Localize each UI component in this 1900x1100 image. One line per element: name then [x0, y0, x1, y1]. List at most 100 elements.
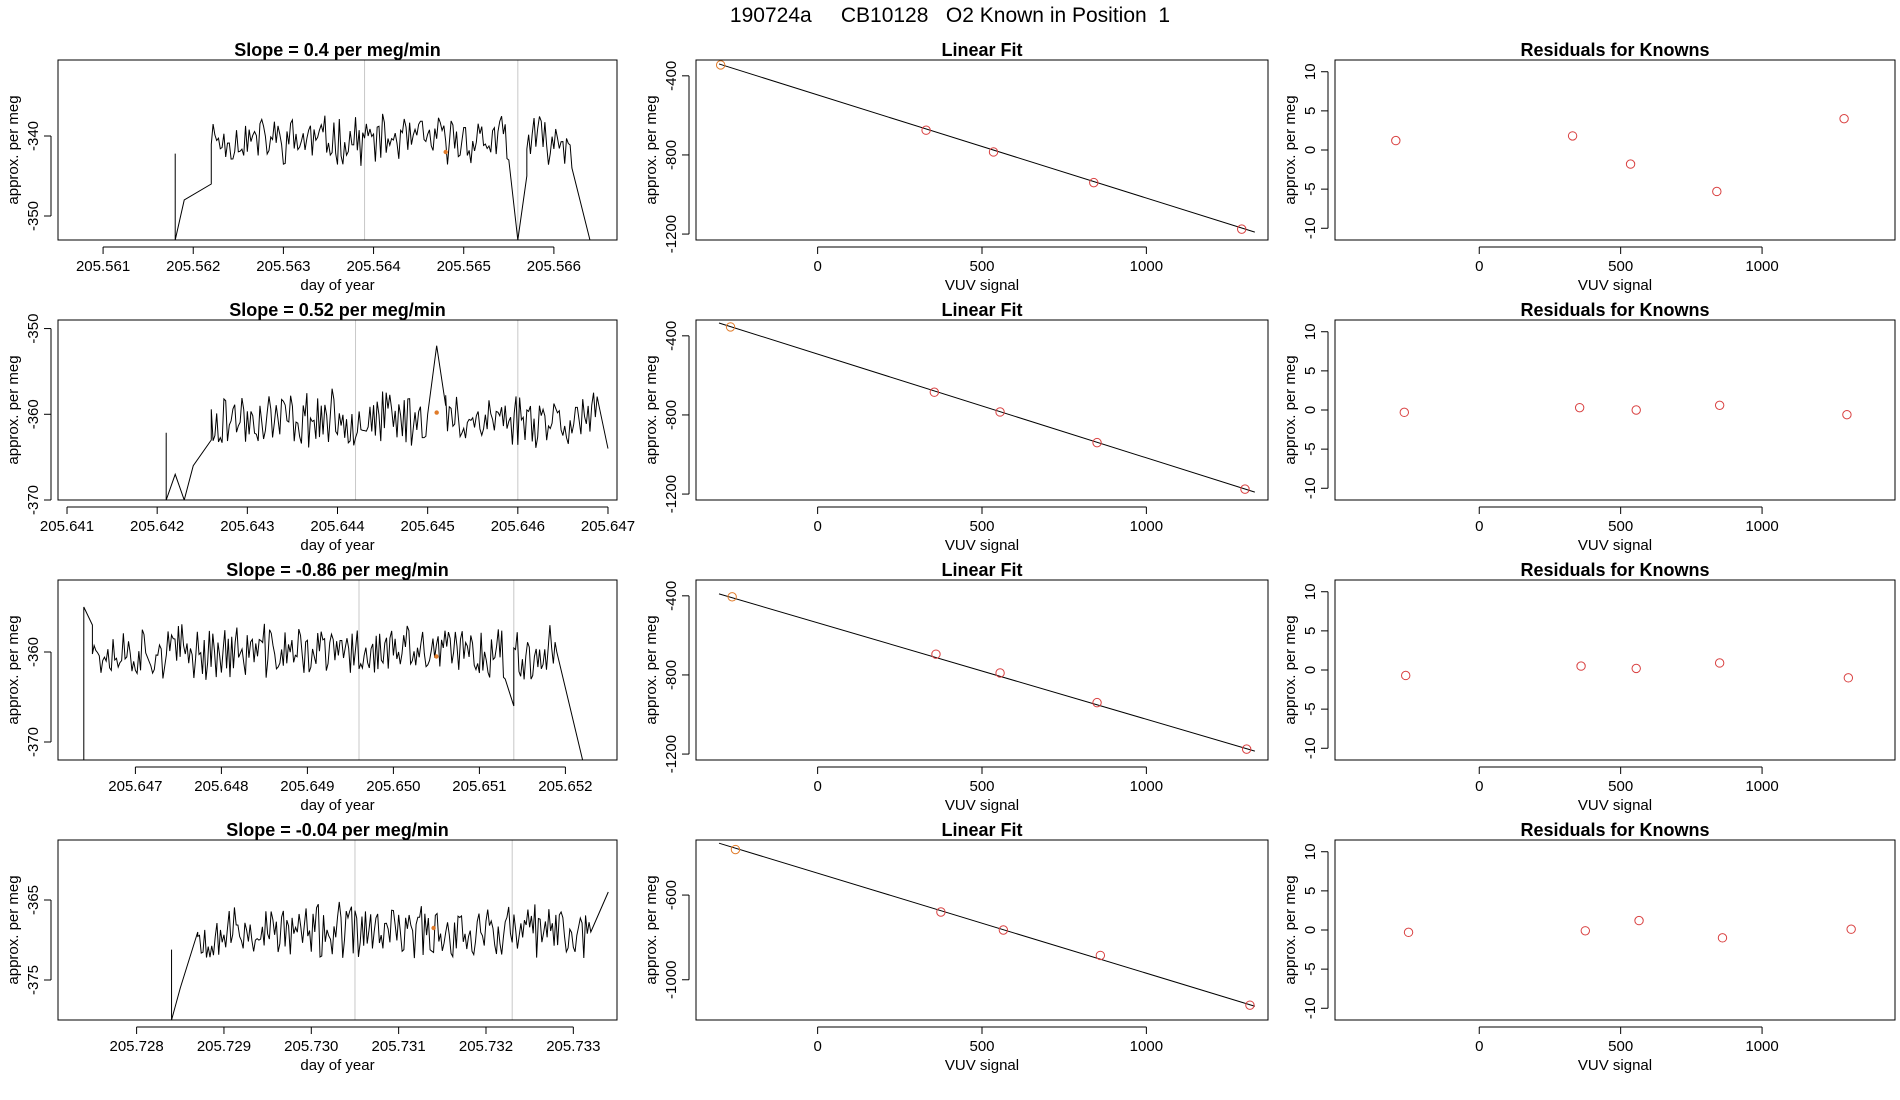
x-tick-label: 205.563	[256, 258, 310, 275]
x-axis-title: day of year	[300, 537, 374, 554]
y-tick-label: -370	[25, 727, 42, 757]
fit-data-point	[1095, 950, 1106, 961]
y-tick-label: -5	[1302, 442, 1319, 455]
residual-point	[1714, 658, 1725, 668]
y-tick-label: -1200	[663, 735, 680, 773]
fit-data-point	[921, 125, 931, 135]
fit-data-point	[1240, 484, 1250, 494]
y-tick-label: -800	[663, 400, 680, 430]
y-axis-title: approx. per meg	[643, 615, 660, 724]
panel-title: Residuals for Knowns	[1520, 40, 1709, 60]
y-axis-title: approx. per meg	[643, 95, 660, 204]
plot-frame	[57, 59, 618, 241]
x-tick-label: 205.564	[346, 258, 400, 275]
plot-residuals-row-3: 0 500 1000 -10 -5 0 5 10 VUV signal approx. per m…	[1282, 560, 1896, 814]
residual-point	[1717, 933, 1728, 943]
fit-line	[718, 63, 1256, 233]
y-tick-label: -400	[663, 581, 680, 611]
x-tick-label: 205.565	[437, 258, 491, 275]
plot-frame	[695, 319, 1269, 501]
x-tick-label: 0	[813, 778, 821, 795]
fit-data-point	[1237, 224, 1247, 234]
panel-title: Linear Fit	[941, 560, 1022, 580]
fit-data-point	[730, 844, 741, 855]
y-tick-label: -5	[1302, 182, 1319, 195]
plot-fit-row-4: 0 500 1000 -1000 -600 VUV signal approx. per m…	[643, 820, 1269, 1074]
plot-fit-row-1: 0 500 1000 -1200 -800 -400 VUV signal approx. p…	[643, 40, 1269, 294]
x-tick-label: 205.728	[109, 1038, 163, 1055]
x-axis-title: VUV signal	[1578, 277, 1652, 294]
residual-point	[1574, 402, 1585, 413]
y-tick-label: -400	[663, 321, 680, 351]
x-axis-title: day of year	[300, 277, 374, 294]
y-tick-label: -600	[663, 880, 680, 910]
x-tick-label: 205.732	[459, 1038, 513, 1055]
x-tick-label: 500	[969, 258, 994, 275]
x-tick-label: 205.729	[197, 1038, 251, 1055]
y-tick-label: -400	[663, 61, 680, 91]
y-tick-label: 5	[1302, 107, 1319, 115]
x-tick-label: 500	[1608, 518, 1633, 535]
fit-data-point	[1092, 437, 1102, 448]
x-tick-label: 205.649	[280, 778, 334, 795]
plot-frame	[695, 59, 1269, 241]
x-tick-label: 205.643	[220, 518, 274, 535]
selected-point-marker	[431, 925, 436, 931]
y-tick-label: 0	[1302, 666, 1319, 674]
x-tick-label: 0	[1475, 1038, 1483, 1055]
x-tick-label: 1000	[1130, 1038, 1163, 1055]
y-axis-title: approx. per meg	[1282, 95, 1299, 204]
residual-point	[1714, 400, 1725, 411]
x-tick-label: 0	[813, 258, 821, 275]
x-axis-title: VUV signal	[1578, 1057, 1652, 1074]
residual-point	[1399, 407, 1409, 418]
y-tick-label: -360	[25, 637, 42, 667]
y-tick-label: -10	[1302, 737, 1319, 759]
residual-point	[1625, 159, 1636, 169]
x-tick-label: 1000	[1130, 258, 1163, 275]
y-tick-label: 0	[1302, 926, 1319, 934]
plot-timeseries-row-4: 205.728 205.729 205.730 205.731 205.732 205.7…	[5, 820, 618, 1074]
y-axis-title: approx. per meg	[643, 875, 660, 984]
x-tick-label: 500	[1608, 1038, 1633, 1055]
residual-point	[1567, 131, 1578, 141]
panel-title: Slope = -0.86 per meg/min	[226, 560, 449, 580]
fit-data-point	[995, 407, 1005, 417]
y-tick-label: 10	[1302, 323, 1319, 340]
residual-point	[1391, 135, 1401, 146]
time-series-line	[116, 113, 591, 240]
plot-timeseries-row-3: 205.647 205.648 205.649 205.650 205.651 205.6…	[5, 560, 618, 814]
y-tick-label: -10	[1302, 997, 1319, 1019]
y-tick-label: -370	[25, 485, 42, 515]
y-axis-title: approx. per meg	[5, 615, 22, 724]
selected-point-marker	[443, 149, 448, 155]
fit-data-point	[1245, 1000, 1255, 1010]
y-tick-label: 10	[1302, 843, 1319, 860]
x-tick-label: 0	[1475, 518, 1483, 535]
fit-data-point	[727, 592, 737, 602]
residual-point	[1842, 409, 1852, 420]
y-axis-title: approx. per meg	[1282, 875, 1299, 984]
x-tick-label: 205.733	[546, 1038, 600, 1055]
time-series-line	[70, 606, 584, 760]
x-tick-label: 500	[1608, 258, 1633, 275]
plot-frame	[57, 579, 618, 761]
plot-timeseries-row-2: 205.641 205.642 205.643 205.644 205.645 205.6…	[5, 300, 635, 554]
x-tick-label: 0	[1475, 778, 1483, 795]
residual-point	[1634, 915, 1644, 926]
fit-line	[718, 842, 1255, 1007]
plot-residuals-row-1: 0 500 1000 -10 -5 0 5 10 VUV signal approx. per m…	[1282, 40, 1896, 294]
selected-point-marker	[434, 410, 439, 415]
y-tick-label: -5	[1302, 962, 1319, 975]
selected-point-marker	[434, 654, 439, 659]
x-tick-label: 1000	[1745, 778, 1778, 795]
plot-frame	[695, 839, 1269, 1021]
panel-title: Linear Fit	[941, 820, 1022, 840]
x-axis-title: VUV signal	[945, 1057, 1019, 1074]
fit-data-point	[1241, 744, 1252, 754]
x-tick-label: 1000	[1130, 518, 1163, 535]
time-series-line	[114, 891, 609, 1020]
plot-frame	[1334, 319, 1896, 501]
y-tick-label: 0	[1302, 406, 1319, 414]
y-tick-label: -375	[25, 965, 42, 995]
